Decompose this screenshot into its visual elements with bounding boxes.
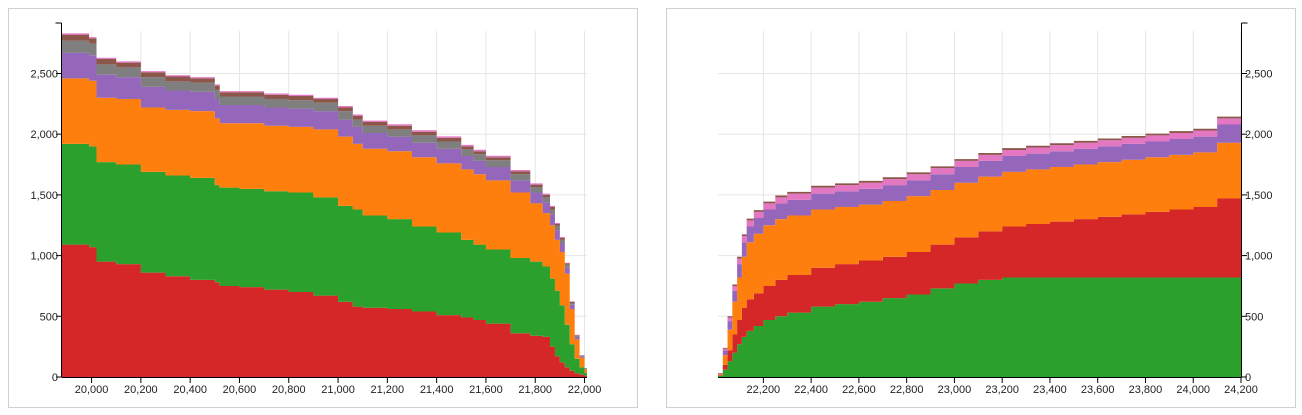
series-area-purple <box>718 114 1241 374</box>
chart-panel-left: 20,000 20,200 20,400 20,600 20,800 21,000 21,2… <box>8 8 638 408</box>
y-tick-label: 500 <box>1245 311 1263 323</box>
x-tick-label: 23,800 <box>1129 384 1163 396</box>
x-tick-label: 23,400 <box>1033 384 1067 396</box>
series-areas <box>718 106 1241 377</box>
x-tick-label: 20,800 <box>272 384 306 396</box>
x-tick-label: 24,200 <box>1224 384 1258 396</box>
x-tick-label: 21,000 <box>321 384 355 396</box>
series-area-pink <box>718 108 1241 374</box>
x-tick-label: 20,200 <box>124 384 158 396</box>
x-tick-label: 22,000 <box>568 384 602 396</box>
series-area-red <box>62 244 587 377</box>
axes: 22,200 22,400 22,600 22,800 23,000 23,200 23,4… <box>718 22 1273 396</box>
y-tick-label: 1,000 <box>1245 251 1273 263</box>
series-area-orange <box>62 78 587 376</box>
y-tick-label: 1,500 <box>30 190 58 202</box>
series-area-green <box>62 143 587 377</box>
x-tick-label: 22,400 <box>794 384 828 396</box>
stacked-area-chart-right: 22,200 22,400 22,600 22,800 23,000 23,200 23,4… <box>718 22 1273 396</box>
y-tick-label: 2,500 <box>30 68 58 80</box>
chart-panel-right: 22,200 22,400 22,600 22,800 23,000 23,200 23,4… <box>666 8 1296 408</box>
x-tick-label: 23,200 <box>985 384 1019 396</box>
x-tick-label: 22,600 <box>842 384 876 396</box>
x-tick-label: 23,600 <box>1081 384 1115 396</box>
y-tick-label: 1,500 <box>1245 190 1273 202</box>
x-tick-label: 21,200 <box>371 384 405 396</box>
stacked-area-chart-left: 20,000 20,200 20,400 20,600 20,800 21,000 21,2… <box>30 22 602 396</box>
series-area-gray <box>62 40 587 374</box>
series-area-brown <box>62 34 587 374</box>
x-tick-label: 23,000 <box>938 384 972 396</box>
series-area-orange <box>718 134 1241 376</box>
x-tick-label: 20,000 <box>75 384 109 396</box>
y-tick-label: 0 <box>1245 372 1251 384</box>
y-tick-label: 0 <box>52 372 58 384</box>
y-tick-label: 2,500 <box>1245 68 1273 80</box>
y-tick-label: 2,000 <box>1245 129 1273 141</box>
y-tick-label: 1,000 <box>30 251 58 263</box>
x-tick-label: 20,600 <box>223 384 257 396</box>
series-area-purple <box>62 52 587 374</box>
axes: 20,000 20,200 20,400 20,600 20,800 21,000 21,2… <box>30 22 602 396</box>
x-tick-label: 21,600 <box>469 384 503 396</box>
x-tick-label: 22,800 <box>890 384 924 396</box>
x-tick-label: 21,400 <box>420 384 454 396</box>
x-tick-label: 22,200 <box>747 384 781 396</box>
y-tick-label: 2,000 <box>30 129 58 141</box>
x-tick-label: 21,800 <box>518 384 552 396</box>
x-tick-label: 20,400 <box>173 384 207 396</box>
x-tick-label: 24,000 <box>1176 384 1210 396</box>
series-area-green <box>718 277 1241 377</box>
y-tick-label: 500 <box>40 311 58 323</box>
series-area-red <box>718 190 1241 376</box>
series-areas <box>62 33 587 377</box>
